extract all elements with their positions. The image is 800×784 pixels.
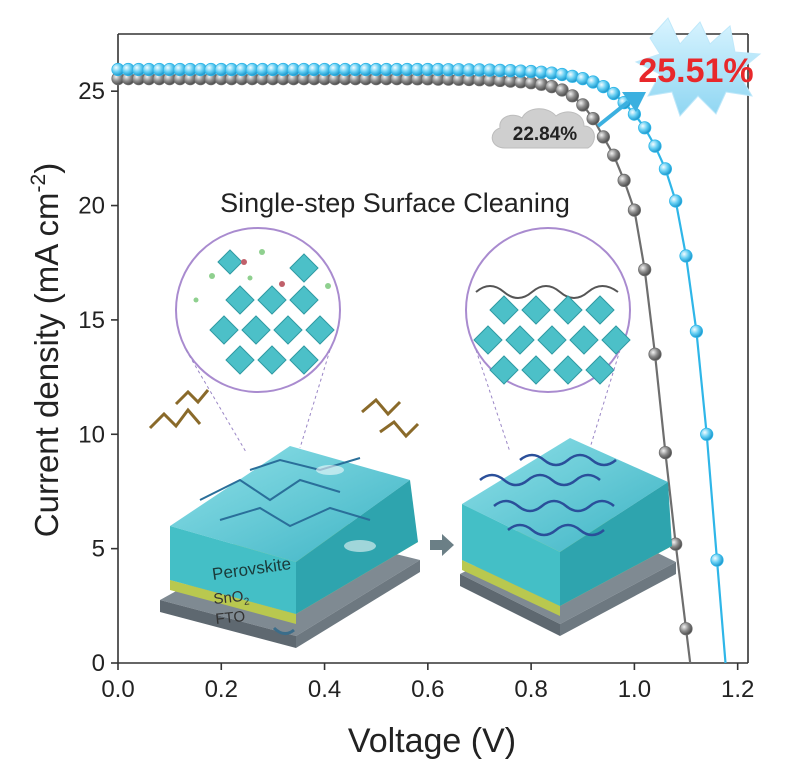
data-point	[607, 86, 621, 101]
x-axis-label: Voltage (V)	[348, 722, 516, 760]
x-tick-label: 1.0	[618, 676, 651, 703]
layer-label-sno2-main: SnO	[213, 588, 245, 608]
arrow-to-blue-curve	[596, 100, 630, 128]
data-point	[648, 139, 662, 153]
zoom-circle-after	[465, 227, 631, 393]
data-point	[638, 262, 652, 277]
efficiency-callouts: 25.51% 22.84%	[491, 17, 762, 149]
axes	[117, 33, 749, 664]
data-point	[586, 112, 600, 126]
y-tick-label: 20	[78, 193, 105, 220]
data-point	[627, 107, 642, 121]
inset-illustration: Single-step Surface Cleaning	[148, 188, 676, 648]
data-point	[596, 80, 611, 94]
arrow-head-icon	[622, 92, 646, 112]
zoom-guide-left-1	[185, 349, 247, 453]
x-tick-label: 0.6	[411, 676, 444, 703]
data-point	[565, 89, 580, 103]
y-tick-label: 0	[92, 650, 105, 677]
data-point	[617, 173, 631, 187]
ticks: 0.0 0.2 0.4 0.6 0.8 1.0 1.2 0 5 10 15 20 25	[78, 78, 754, 703]
x-tick-label: 0.0	[101, 676, 134, 703]
y-axis-label-sup: -2	[27, 174, 50, 193]
molecule-left-2	[174, 389, 210, 406]
data-point	[627, 203, 642, 217]
zoom-circle-before	[175, 227, 341, 393]
data-point	[679, 249, 693, 263]
efficiency-high-label: 25.51%	[638, 52, 753, 90]
x-tick-label: 0.8	[514, 676, 547, 703]
starburst-shape	[634, 17, 762, 117]
data-point	[648, 347, 662, 361]
x-tick-label: 0.2	[205, 676, 238, 703]
data-point	[638, 121, 652, 135]
data-point	[689, 324, 704, 338]
layer-label-sno2: SnO2	[213, 587, 251, 611]
y-tick-label: 5	[92, 536, 105, 563]
cloud-shape	[491, 108, 595, 149]
data-point	[710, 553, 724, 567]
data-point	[658, 162, 673, 176]
inset-title: Single-step Surface Cleaning	[220, 188, 570, 218]
y-axis-label-main: Current density (mA cm	[28, 192, 65, 537]
device-before: Perovskite SnO2 FTO	[148, 389, 420, 648]
x-tick-label: 0.4	[308, 676, 341, 703]
layer-label-fto: FTO	[215, 608, 246, 628]
y-axis-label-close: )	[28, 163, 65, 174]
y-tick-label: 10	[78, 421, 105, 448]
data-point	[700, 427, 714, 441]
layer-label-sno2-sub: 2	[243, 596, 250, 608]
molecule-left-3	[361, 397, 402, 417]
transition-arrow-icon	[430, 534, 454, 556]
data-point	[669, 194, 683, 208]
small-curl-arrow-icon	[272, 626, 295, 635]
y-tick-label: 15	[78, 307, 105, 334]
data-point	[679, 622, 693, 636]
data-point	[658, 445, 673, 460]
x-tick-label: 1.2	[721, 676, 754, 703]
series-layer	[111, 62, 727, 664]
efficiency-low-label: 22.84%	[513, 124, 578, 145]
y-tick-label: 25	[78, 78, 105, 105]
y-axis-label: Current density (mA cm-2)	[27, 163, 65, 537]
device-after	[460, 438, 676, 636]
data-point	[596, 130, 611, 144]
molecule-left-4	[379, 419, 420, 439]
data-point	[607, 148, 621, 162]
zoom-guide-left-2	[299, 349, 331, 449]
molecule-left-1	[148, 407, 202, 430]
zoom-guide-right-2	[589, 349, 621, 449]
data-point	[555, 83, 569, 97]
data-point	[576, 98, 590, 112]
